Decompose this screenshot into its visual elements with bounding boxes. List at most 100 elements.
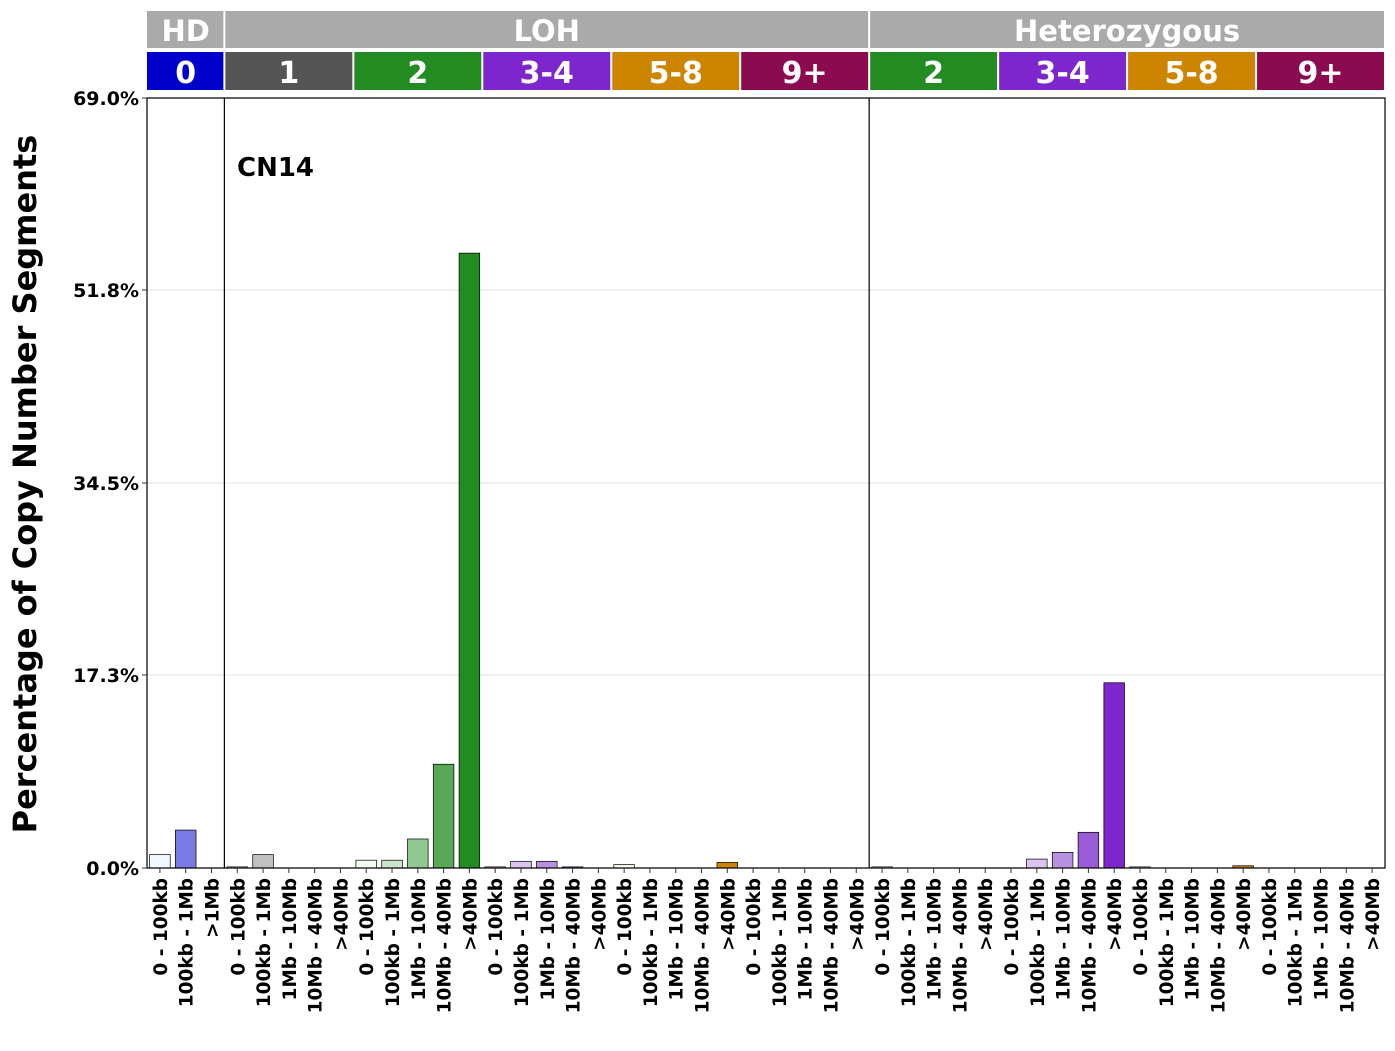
x-tick-label: 10Mb - 40Mb bbox=[1337, 878, 1358, 1013]
x-tick-label: 0 - 100kb bbox=[615, 878, 636, 976]
bar bbox=[355, 859, 377, 869]
x-tick-label: 10Mb - 40Mb bbox=[306, 878, 327, 1013]
x-tick-label: 1Mb - 10Mb bbox=[796, 878, 817, 1000]
x-tick-label: >40Mb bbox=[331, 878, 352, 951]
bars bbox=[149, 252, 1254, 869]
x-tick-label: 100kb - 1Mb bbox=[1028, 878, 1049, 1007]
x-tick-label: >40Mb bbox=[1105, 878, 1126, 951]
bar bbox=[381, 859, 403, 869]
x-tick-label: 100kb - 1Mb bbox=[770, 878, 791, 1007]
bar bbox=[536, 860, 558, 869]
x-tick-label: 1Mb - 10Mb bbox=[409, 878, 430, 1000]
y-tick-label: 0.0% bbox=[86, 858, 139, 880]
bar bbox=[716, 862, 738, 869]
x-tick-label: 10Mb - 40Mb bbox=[821, 878, 842, 1013]
cn-strip-label: 3-4 bbox=[520, 56, 574, 91]
x-tick-label: >40Mb bbox=[589, 878, 610, 951]
bar bbox=[1103, 682, 1125, 869]
y-tick-label: 17.3% bbox=[73, 665, 139, 687]
cn-strip bbox=[870, 52, 998, 90]
signature-annotation: CN14 bbox=[237, 153, 314, 183]
bar bbox=[510, 860, 532, 869]
x-tick-label: 100kb - 1Mb bbox=[899, 878, 920, 1007]
cn-strip-label: 2 bbox=[923, 56, 944, 91]
group-strip bbox=[870, 11, 1384, 48]
bar bbox=[1077, 831, 1100, 869]
x-tick-label: 10Mb - 40Mb bbox=[564, 878, 585, 1013]
cn-strip-label: 5-8 bbox=[1164, 56, 1218, 91]
x-tick-label: >40Mb bbox=[718, 878, 739, 951]
x-tick-label: 1Mb - 10Mb bbox=[925, 878, 946, 1000]
y-tick-label: 51.8% bbox=[73, 280, 139, 302]
bar bbox=[175, 829, 197, 869]
x-tick-label: 10Mb - 40Mb bbox=[1079, 878, 1100, 1013]
x-tick-label: 100kb - 1Mb bbox=[1157, 878, 1178, 1007]
group-strip-label: LOH bbox=[514, 14, 580, 48]
x-tick-label: 100kb - 1Mb bbox=[1286, 878, 1307, 1007]
x-tick-label: 1Mb - 10Mb bbox=[1312, 878, 1333, 1000]
x-tick-label: >1Mb bbox=[202, 878, 223, 938]
cn-strip bbox=[483, 52, 611, 90]
x-tick-label: 10Mb - 40Mb bbox=[1208, 878, 1229, 1013]
x-tick-label: 1Mb - 10Mb bbox=[538, 878, 559, 1000]
bar bbox=[407, 838, 429, 869]
cn-strip bbox=[147, 52, 224, 90]
bar bbox=[432, 763, 455, 869]
grid-lines bbox=[147, 97, 1385, 869]
cn-strip-label: 9+ bbox=[1298, 56, 1344, 91]
x-tick-label: 0 - 100kb bbox=[1260, 878, 1281, 976]
x-tick-label: 10Mb - 40Mb bbox=[950, 878, 971, 1013]
x-tick-label: 0 - 100kb bbox=[357, 878, 378, 976]
y-tick-label: 34.5% bbox=[73, 473, 139, 495]
cn-strip bbox=[1257, 52, 1384, 90]
x-tick-label: 100kb - 1Mb bbox=[254, 878, 275, 1007]
x-tick-label: >40Mb bbox=[976, 878, 997, 951]
cn-strip bbox=[225, 52, 353, 90]
bar bbox=[149, 854, 171, 869]
x-tick-label: >40Mb bbox=[1363, 878, 1384, 951]
bar bbox=[1051, 852, 1074, 869]
cn-strip bbox=[354, 52, 482, 90]
facet-strips: HD LOH Heterozygous 0 1 2 3-4 5-8 9+ 2 3-4 5-8 9+ bbox=[147, 11, 1384, 91]
cn-strip-label: 0 bbox=[175, 56, 196, 91]
bar bbox=[1026, 858, 1048, 869]
bar bbox=[252, 854, 274, 869]
x-tick-label: 100kb - 1Mb bbox=[177, 878, 198, 1007]
axes: 0 - 100kb 100kb - 1Mb >1Mb 0 - 100kb 100kb -… bbox=[73, 88, 1384, 1013]
cn-strip bbox=[612, 52, 740, 90]
group-strip bbox=[225, 11, 869, 48]
x-tick-label: >40Mb bbox=[1234, 878, 1255, 951]
cn-strip-label: 1 bbox=[278, 56, 299, 91]
x-tick-label: 0 - 100kb bbox=[1002, 878, 1023, 976]
x-tick-label: 10Mb - 40Mb bbox=[435, 878, 456, 1013]
cn-strip bbox=[999, 52, 1127, 90]
cn-strip-label: 5-8 bbox=[649, 56, 703, 91]
group-strip bbox=[147, 11, 224, 48]
x-tick-label: 100kb - 1Mb bbox=[641, 878, 662, 1007]
x-tick-label: 0 - 100kb bbox=[1131, 878, 1152, 976]
x-tick-label: 1Mb - 10Mb bbox=[667, 878, 688, 1000]
x-tick-label: >40Mb bbox=[847, 878, 868, 951]
x-tick-label: 100kb - 1Mb bbox=[383, 878, 404, 1007]
cn-strip-label: 3-4 bbox=[1036, 56, 1090, 91]
x-tick-label: 1Mb - 10Mb bbox=[1183, 878, 1204, 1000]
cn-strip-label: 9+ bbox=[782, 56, 828, 91]
x-tick-label: 1Mb - 10Mb bbox=[280, 878, 301, 1000]
x-tick-label: >40Mb bbox=[460, 878, 481, 951]
x-tick-label: 10Mb - 40Mb bbox=[693, 878, 714, 1013]
cn-strip-label: 2 bbox=[407, 56, 428, 91]
x-tick-label: 1Mb - 10Mb bbox=[1054, 878, 1075, 1000]
cn-strip bbox=[741, 52, 869, 90]
x-tick-label: 0 - 100kb bbox=[151, 878, 172, 976]
x-tick-label: 0 - 100kb bbox=[744, 878, 765, 976]
cn-strip bbox=[1128, 52, 1256, 90]
bar bbox=[458, 252, 481, 869]
y-axis-label: Percentage of Copy Number Segments bbox=[6, 135, 44, 834]
group-strip-label: HD bbox=[162, 14, 210, 48]
group-strip-label: Heterozygous bbox=[1014, 14, 1240, 48]
y-tick-label: 69.0% bbox=[73, 88, 139, 110]
x-tick-label: 100kb - 1Mb bbox=[512, 878, 533, 1007]
x-tick-label: 0 - 100kb bbox=[873, 878, 894, 976]
x-tick-label: 0 - 100kb bbox=[486, 878, 507, 976]
